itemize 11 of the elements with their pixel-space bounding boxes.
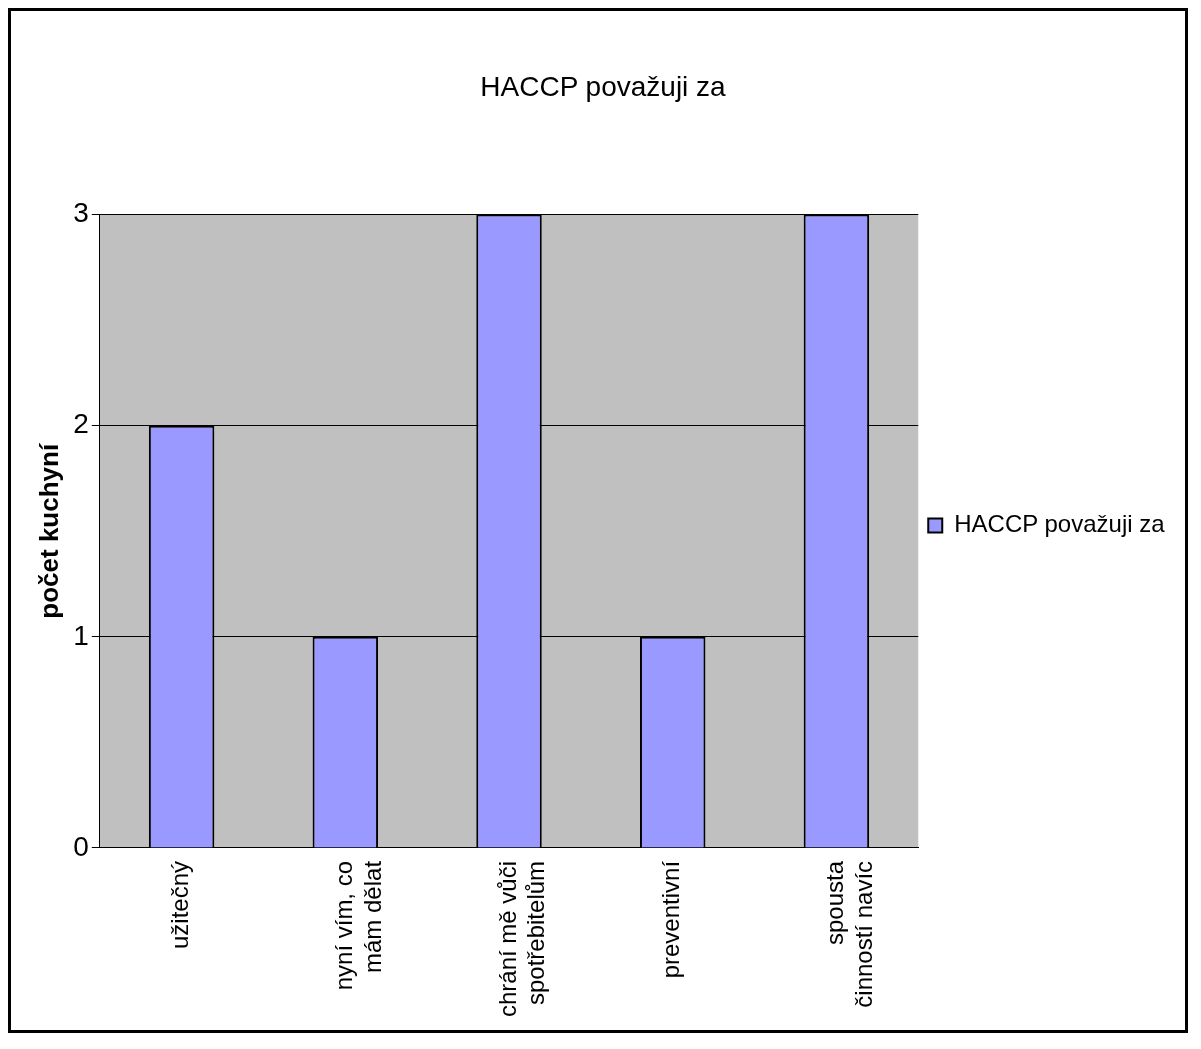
y-axis-title: počet kuchyní [33, 443, 64, 619]
y-tick-label: 1 [73, 619, 89, 651]
x-tick-label: preventivní [657, 860, 685, 979]
legend-label: HACCP považuji za [954, 510, 1166, 538]
x-tick-label: spousta činností navíc [821, 860, 877, 1008]
x-tick-label: užitečný [166, 860, 194, 949]
y-tick-label: 3 [73, 197, 89, 229]
y-tick-label: 2 [73, 408, 89, 440]
chart-title: HACCP považuji za [480, 70, 727, 102]
y-tick-label: 0 [73, 830, 89, 862]
x-tick-label: nyní vím, co mám dělat [329, 860, 386, 991]
